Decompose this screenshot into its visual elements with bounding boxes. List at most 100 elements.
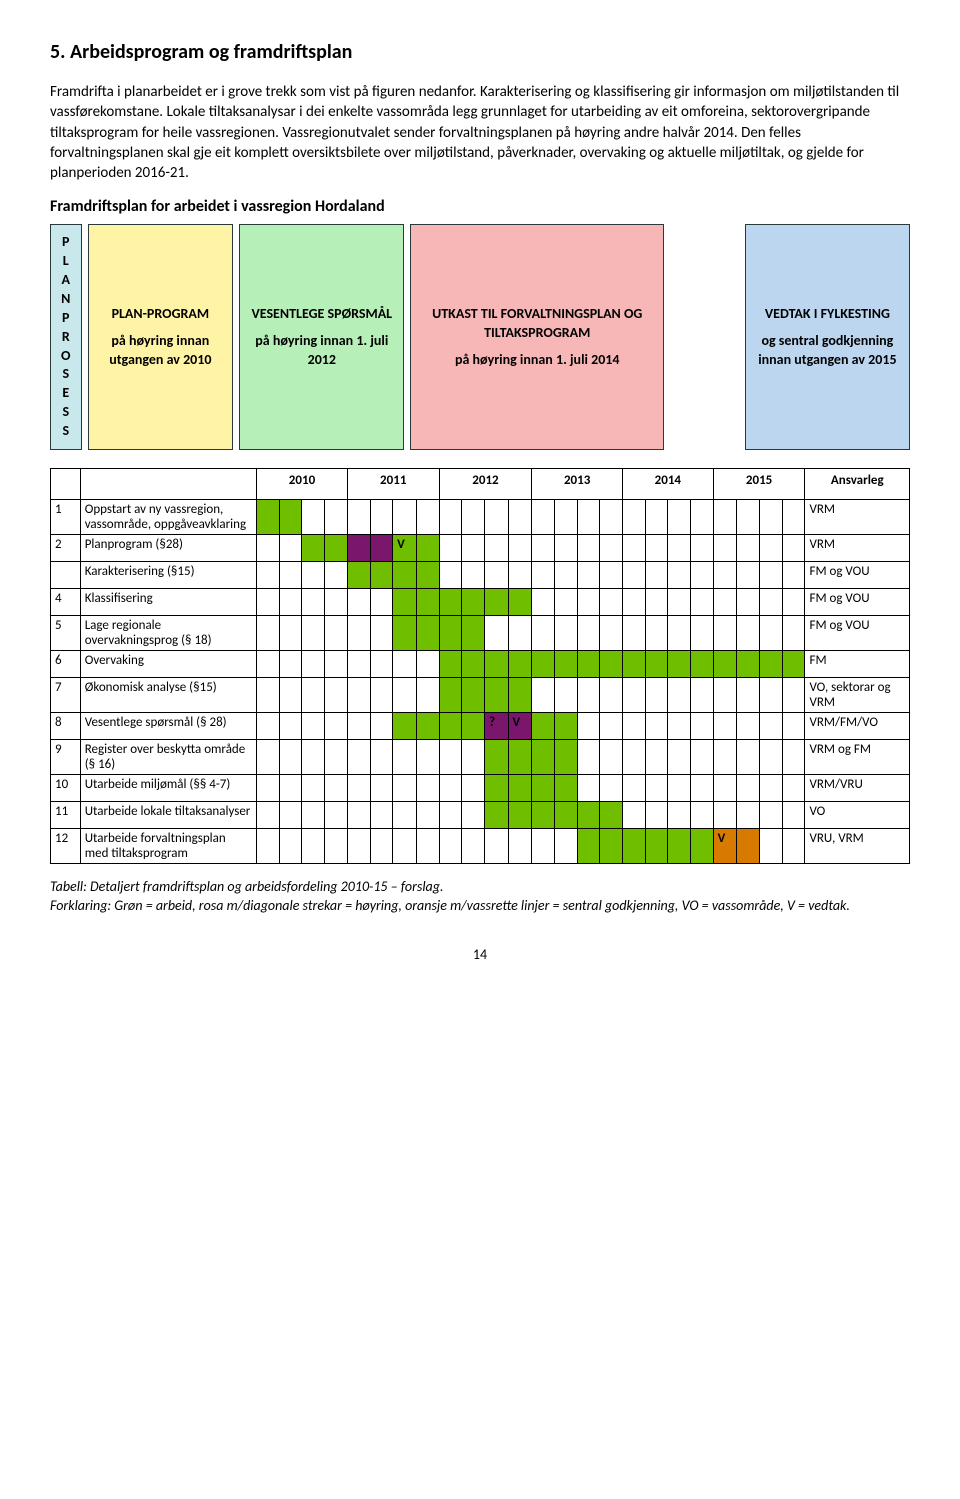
gantt-cell xyxy=(760,829,783,864)
gantt-cell xyxy=(713,713,737,740)
gantt-cell xyxy=(622,616,645,651)
gantt-cell xyxy=(782,713,805,740)
gantt-cell xyxy=(257,589,280,616)
gantt-cell xyxy=(737,829,760,864)
gantt-cell xyxy=(622,829,645,864)
gantt-cell xyxy=(737,500,760,535)
gantt-cell xyxy=(370,713,393,740)
gantt-cell xyxy=(782,562,805,589)
gantt-cell xyxy=(737,775,760,802)
row-task: Oppstart av ny vassregion, vassområde, o… xyxy=(80,500,256,535)
row-number: 1 xyxy=(51,500,81,535)
gantt-cell xyxy=(370,500,393,535)
row-ans: VRM xyxy=(805,500,910,535)
row-task: Lage regionale overvakningsprog (§ 18) xyxy=(80,616,256,651)
gantt-cell xyxy=(691,562,714,589)
ans-header: Ansvarleg xyxy=(805,469,910,500)
gantt-cell xyxy=(279,500,302,535)
gantt-cell xyxy=(532,740,555,775)
gantt-cell xyxy=(554,500,577,535)
gantt-cell xyxy=(622,500,645,535)
gantt-cell xyxy=(622,562,645,589)
gantt-cell xyxy=(302,678,325,713)
gantt-cell xyxy=(370,616,393,651)
page-heading: 5. Arbeidsprogram og framdriftsplan xyxy=(50,40,910,64)
gantt-cell xyxy=(508,829,532,864)
year-header: 2010 xyxy=(257,469,348,500)
row-ans: VO, sektorar og VRM xyxy=(805,678,910,713)
gantt-cell xyxy=(325,678,348,713)
gantt-cell xyxy=(416,775,439,802)
year-header: 2014 xyxy=(622,469,713,500)
gantt-cell xyxy=(645,829,668,864)
gantt-cell xyxy=(257,616,280,651)
gantt-cell xyxy=(532,616,555,651)
row-ans: VRM/FM/VO xyxy=(805,713,910,740)
table-row: 4KlassifiseringFM og VOU xyxy=(51,589,910,616)
gantt-cell xyxy=(554,802,577,829)
flow-box-vedtak: VEDTAK I FYLKESTING og sentral godkjenni… xyxy=(745,224,910,450)
gantt-cell xyxy=(554,616,577,651)
gantt-cell xyxy=(393,589,417,616)
gantt-cell: V xyxy=(393,535,417,562)
gantt-cell xyxy=(622,740,645,775)
section-title: Framdriftsplan for arbeidet i vassregion… xyxy=(50,197,910,216)
table-row: 11Utarbeide lokale tiltaksanalyserVO xyxy=(51,802,910,829)
gantt-cell xyxy=(393,740,417,775)
row-ans: VO xyxy=(805,802,910,829)
gantt-cell xyxy=(600,500,623,535)
gantt-cell xyxy=(713,802,737,829)
gantt-cell xyxy=(645,589,668,616)
gantt-cell xyxy=(737,535,760,562)
row-number: 2 xyxy=(51,535,81,562)
gantt-cell xyxy=(484,651,508,678)
gantt-cell xyxy=(370,535,393,562)
gantt-cell xyxy=(600,740,623,775)
row-number: 10 xyxy=(51,775,81,802)
gantt-cell xyxy=(462,740,485,775)
gantt-cell xyxy=(393,500,417,535)
gantt-cell xyxy=(532,535,555,562)
gantt-cell xyxy=(782,589,805,616)
gantt-cell xyxy=(668,740,691,775)
gantt-cell xyxy=(760,589,783,616)
table-row: 7Økonomisk analyse (§15)VO, sektorar og … xyxy=(51,678,910,713)
gantt-cell xyxy=(325,740,348,775)
table-row: Karakterisering (§15)FM og VOU xyxy=(51,562,910,589)
gantt-cell xyxy=(554,740,577,775)
gantt-cell xyxy=(782,829,805,864)
gantt-cell xyxy=(302,740,325,775)
gantt-cell xyxy=(257,802,280,829)
gantt-cell xyxy=(347,740,370,775)
gantt-cell xyxy=(554,713,577,740)
gantt-cell xyxy=(645,802,668,829)
gantt-cell xyxy=(279,775,302,802)
gantt-cell xyxy=(737,713,760,740)
gantt-cell xyxy=(554,651,577,678)
row-task: Overvaking xyxy=(80,651,256,678)
col-num xyxy=(51,469,81,500)
year-header: 2012 xyxy=(439,469,532,500)
gantt-cell xyxy=(600,535,623,562)
row-ans: FM og VOU xyxy=(805,562,910,589)
flow-b-sub: på høyring innan 1. juli 2012 xyxy=(248,332,395,370)
gantt-cell xyxy=(279,562,302,589)
gantt-cell xyxy=(257,713,280,740)
gantt-cell xyxy=(462,535,485,562)
gantt-cell xyxy=(691,651,714,678)
gantt-cell xyxy=(462,500,485,535)
gantt-cell xyxy=(484,829,508,864)
flow-c-sub: på høyring innan 1. juli 2014 xyxy=(419,351,655,370)
gantt-cell xyxy=(554,775,577,802)
gantt-cell xyxy=(484,802,508,829)
table-row: 6OvervakingFM xyxy=(51,651,910,678)
gantt-cell xyxy=(347,802,370,829)
row-ans: VRM xyxy=(805,535,910,562)
table-row: 5Lage regionale overvakningsprog (§ 18)F… xyxy=(51,616,910,651)
gantt-cell xyxy=(462,829,485,864)
gantt-cell xyxy=(713,500,737,535)
gantt-cell xyxy=(737,589,760,616)
gantt-cell xyxy=(370,678,393,713)
gantt-cell xyxy=(462,775,485,802)
flow-c-title: UTKAST TIL FORVALTNINGSPLAN OG TILTAKSPR… xyxy=(419,305,655,343)
